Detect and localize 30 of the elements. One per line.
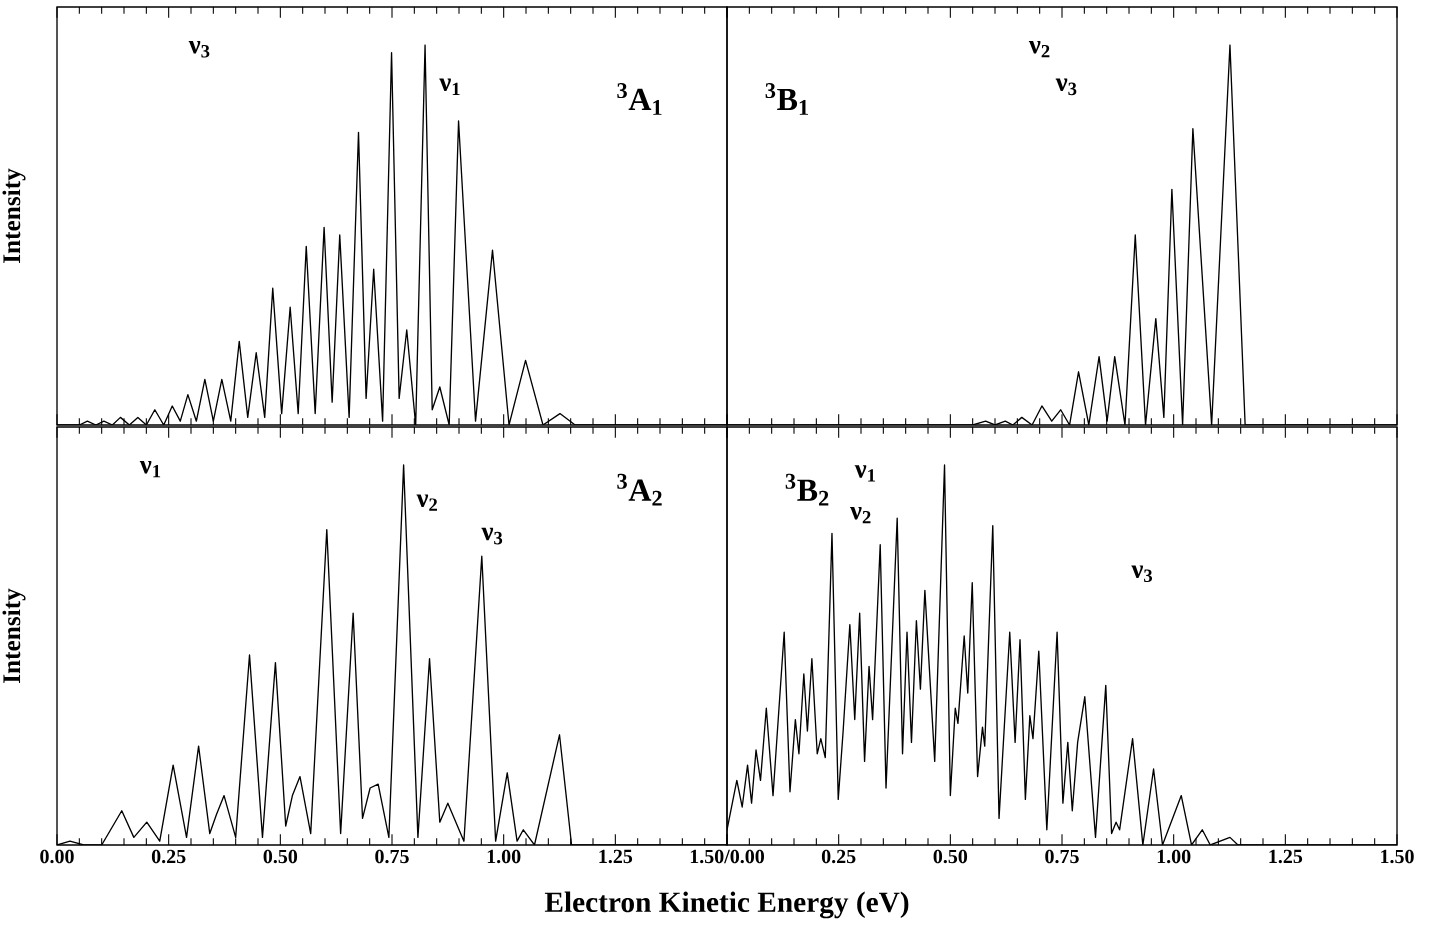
y-axis-title: Intensity — [2, 588, 26, 683]
chart-title: $^{3}$B$_{2}$ — [785, 473, 829, 506]
x-tick-label: 0.75 — [1045, 849, 1079, 864]
annotation: ν$_{1}$ — [854, 465, 876, 482]
x-tick-label: 0.00 — [40, 849, 74, 864]
x-tick-label: 0.25 — [151, 849, 186, 864]
y-axis-title: Intensity — [2, 168, 26, 263]
annotation: ν$_{1}$ — [439, 78, 460, 95]
annotation: ν$_{3}$ — [481, 527, 503, 545]
x-tick-label: 0.75 — [375, 849, 409, 864]
annotation: ν$_{3}$ — [188, 40, 210, 58]
text: $^{3}$A$_{1}$ — [617, 83, 662, 115]
x-tick-label: 1.00 — [1157, 849, 1191, 864]
x-tick-label: 0.50 — [263, 849, 298, 864]
annotation: ν$_{1}$ — [139, 460, 161, 478]
x-tick-label: 0.25 — [821, 849, 856, 864]
chart-title: $^{3}$A$_{2}$ — [617, 473, 662, 506]
x-axis-title: Electron Kinetic Energy (eV) — [544, 891, 909, 919]
x-tick-label: 1.00 — [487, 849, 521, 864]
annotation: ν$_{2}$ — [1028, 40, 1050, 58]
text: $^{3}$B$_{1}$ — [765, 83, 809, 115]
x-tick-label: 1.50/0.00 — [690, 849, 765, 864]
annotation: ν$_{3}$ — [1131, 565, 1153, 583]
annotation: ν$_{2}$ — [416, 494, 437, 511]
x-tick-label: 1.25 — [599, 849, 633, 864]
x-tick-label: 0.50 — [933, 849, 968, 864]
x-tick-label: 1.25 — [1269, 849, 1303, 864]
x-tick-label: 1.50 — [1381, 849, 1414, 864]
annotation: ν$_{3}$ — [1055, 78, 1077, 96]
annotation: ν$_{2}$ — [850, 506, 871, 524]
